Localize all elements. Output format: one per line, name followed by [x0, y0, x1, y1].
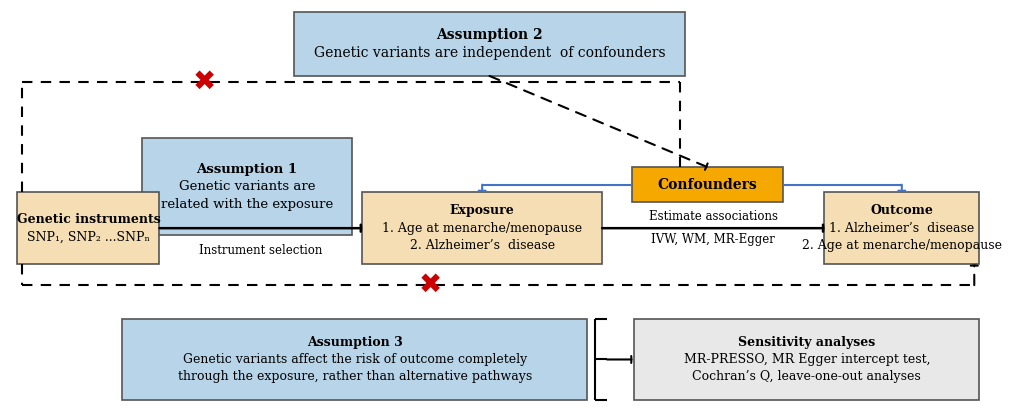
Text: Genetic instruments: Genetic instruments — [16, 213, 160, 226]
FancyBboxPatch shape — [634, 319, 978, 400]
Text: 2. Age at menarche/menopause: 2. Age at menarche/menopause — [801, 239, 1001, 252]
Text: IVW, WM, MR-Egger: IVW, WM, MR-Egger — [651, 233, 774, 246]
Text: MR-PRESSO, MR Egger intercept test,: MR-PRESSO, MR Egger intercept test, — [683, 353, 929, 366]
Text: SNP₁, SNP₂ ...SNPₙ: SNP₁, SNP₂ ...SNPₙ — [26, 230, 150, 244]
FancyBboxPatch shape — [631, 167, 783, 202]
FancyBboxPatch shape — [823, 192, 978, 264]
FancyBboxPatch shape — [362, 192, 601, 264]
Text: Cochran’s Q, leave-one-out analyses: Cochran’s Q, leave-one-out analyses — [692, 370, 920, 383]
Text: Genetic variants are independent  of confounders: Genetic variants are independent of conf… — [314, 45, 664, 60]
FancyBboxPatch shape — [17, 192, 159, 264]
Text: Confounders: Confounders — [657, 178, 756, 192]
Text: Genetic variants are: Genetic variants are — [178, 180, 315, 193]
Text: Assumption 3: Assumption 3 — [307, 336, 403, 349]
Text: ✖: ✖ — [193, 68, 216, 96]
Text: Assumption 1: Assumption 1 — [197, 163, 298, 176]
FancyBboxPatch shape — [122, 319, 587, 400]
Text: 1. Alzheimer’s  disease: 1. Alzheimer’s disease — [828, 222, 973, 235]
FancyBboxPatch shape — [293, 12, 685, 76]
Text: 2. Alzheimer’s  disease: 2. Alzheimer’s disease — [410, 239, 554, 252]
Text: 1. Age at menarche/menopause: 1. Age at menarche/menopause — [382, 222, 582, 235]
FancyBboxPatch shape — [142, 138, 352, 236]
Text: related with the exposure: related with the exposure — [161, 198, 333, 211]
Text: through the exposure, rather than alternative pathways: through the exposure, rather than altern… — [177, 370, 532, 383]
Text: ✖: ✖ — [418, 271, 441, 299]
Text: Instrument selection: Instrument selection — [199, 244, 322, 257]
Text: Estimate associations: Estimate associations — [648, 210, 777, 223]
Text: Outcome: Outcome — [869, 204, 932, 217]
Text: Exposure: Exposure — [449, 204, 514, 217]
Text: Assumption 2: Assumption 2 — [436, 28, 542, 42]
Text: Sensitivity analyses: Sensitivity analyses — [738, 336, 874, 349]
Text: Genetic variants affect the risk of outcome completely: Genetic variants affect the risk of outc… — [182, 353, 527, 366]
